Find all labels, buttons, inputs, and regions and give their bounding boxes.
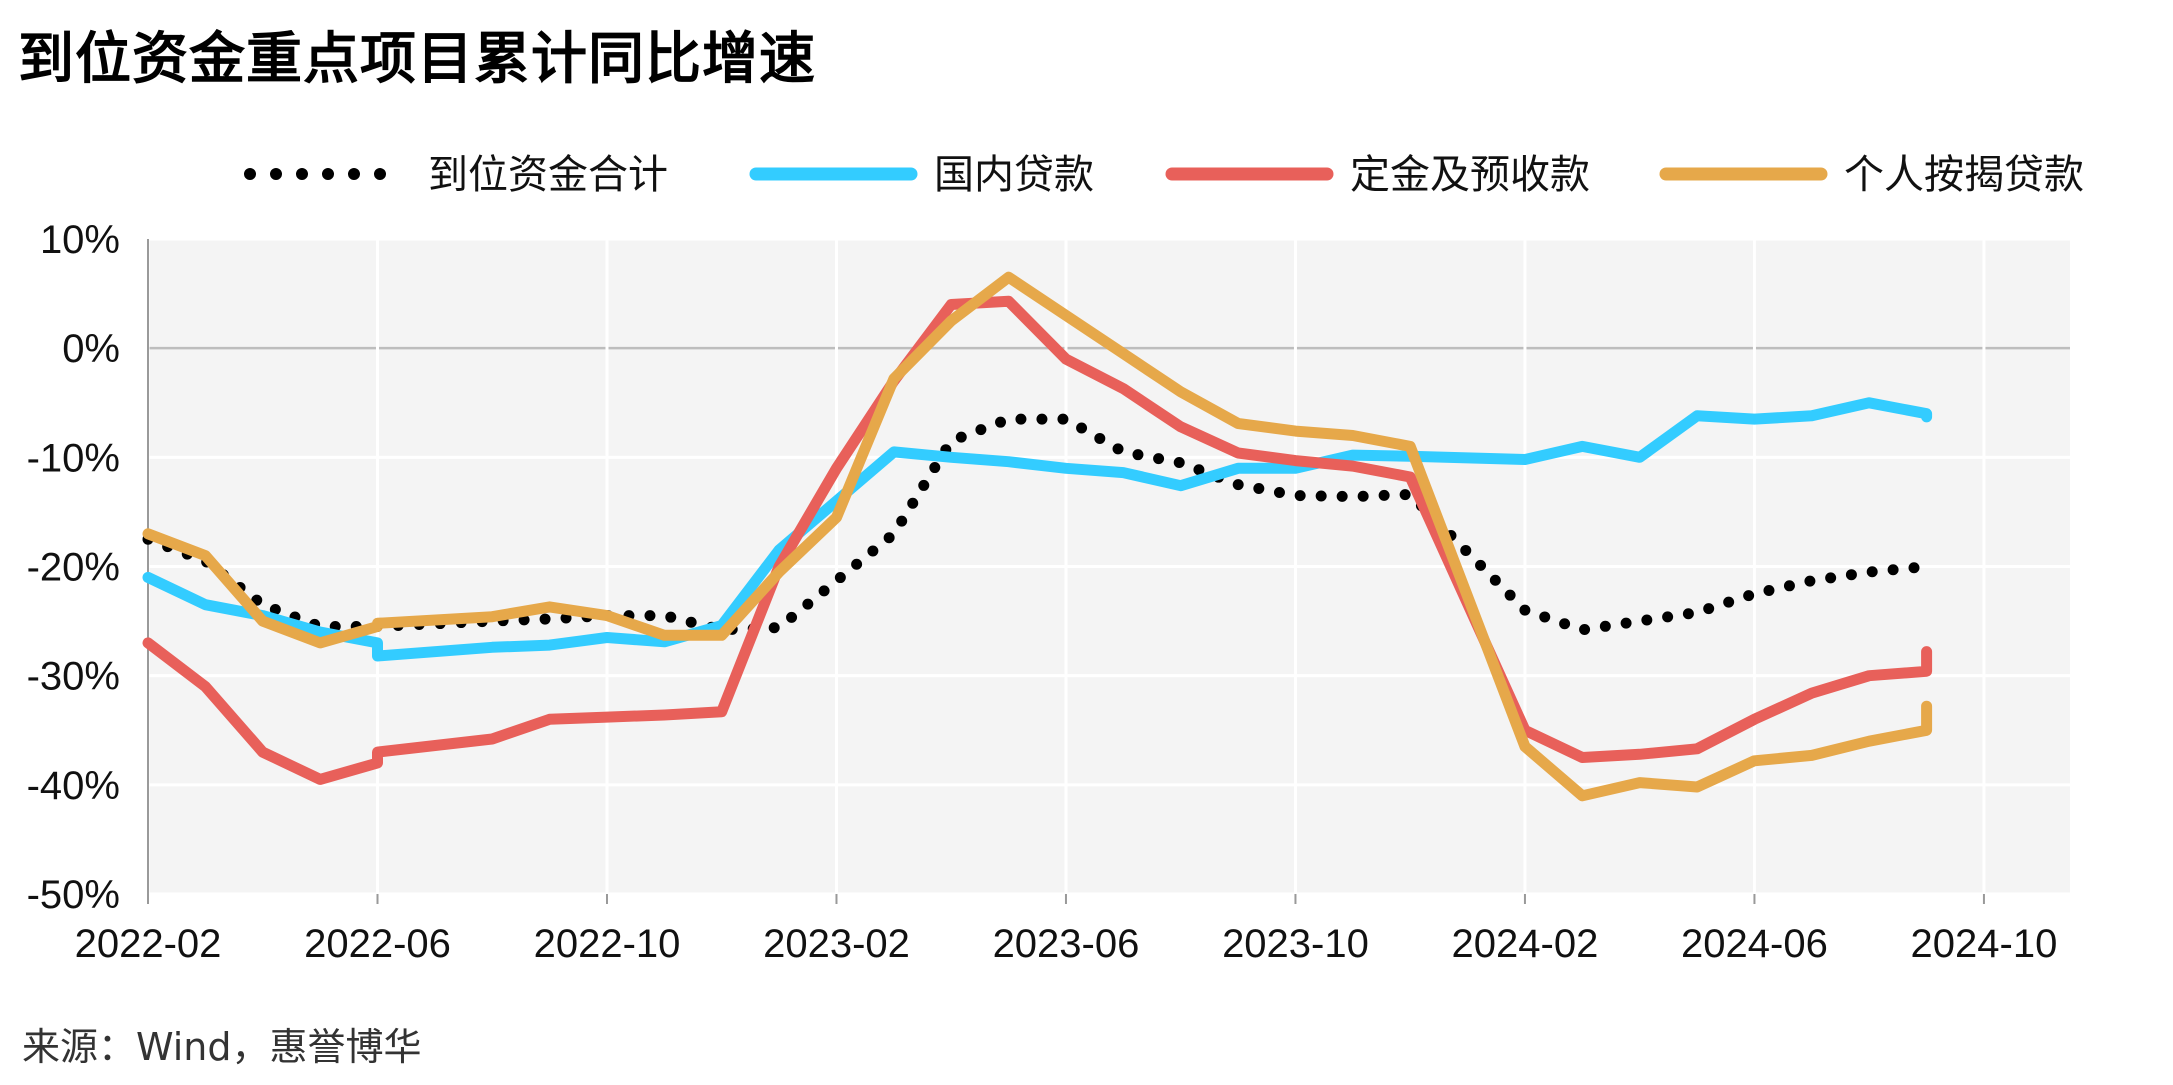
legend: 到位资金合计 国内贷款 定金及预收款 个人按揭贷款 xyxy=(244,152,2084,198)
x-tick-label: 2023-06 xyxy=(993,922,1140,966)
series-line-国内贷款 xyxy=(142,397,1933,662)
series-group xyxy=(142,271,1933,802)
x-tick-label: 2022-02 xyxy=(75,922,222,966)
x-tick-label: 2024-02 xyxy=(1452,922,1599,966)
chart-title: 到位资金重点项目累计同比增速 xyxy=(18,27,816,92)
y-tick-label: -10% xyxy=(27,436,120,480)
y-tick-label: 10% xyxy=(40,218,120,262)
series-line-个人按揭贷款 xyxy=(142,271,1933,802)
source-note: 来源：Wind，惠誉博华 xyxy=(22,1025,422,1069)
y-tick-label: -40% xyxy=(27,764,120,808)
x-tick-label: 2023-02 xyxy=(763,922,910,966)
legend-label: 到位资金合计 xyxy=(428,152,668,198)
legend-label: 定金及预收款 xyxy=(1350,152,1590,198)
axes: 10% 0% -10% -20% -30% -40% -50% 2022-02 2022-06 2… xyxy=(27,218,2058,966)
x-tick-label: 2023-10 xyxy=(1222,922,1369,966)
series-line-定金及预收款 xyxy=(142,295,1933,785)
series-line-到位资金合计 xyxy=(142,413,1933,636)
legend-label: 个人按揭贷款 xyxy=(1844,152,2084,198)
y-tick-label: -30% xyxy=(27,655,120,699)
x-tick-label: 2024-06 xyxy=(1681,922,1828,966)
x-tick-label: 2024-10 xyxy=(1911,922,2058,966)
x-tick-label: 2022-06 xyxy=(304,922,451,966)
legend-label: 国内贷款 xyxy=(934,152,1094,198)
y-tick-label: -20% xyxy=(27,546,120,590)
y-tick-label: -50% xyxy=(27,873,120,917)
y-tick-label: 0% xyxy=(62,327,120,371)
x-tick-label: 2022-10 xyxy=(534,922,681,966)
